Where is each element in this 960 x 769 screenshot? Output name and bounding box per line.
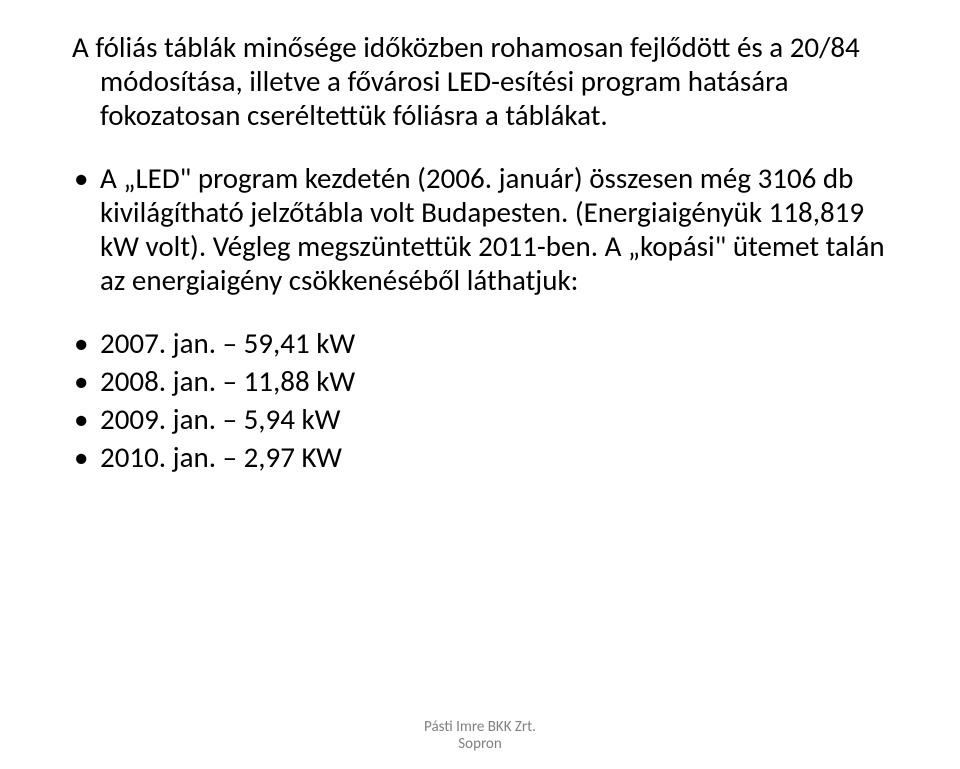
bullet-list: A „LED" program kezdetén (2006. január) … (72, 161, 904, 475)
footer-line1: Pásti Imre BKK Zrt. (0, 719, 960, 736)
slide-footer: Pásti Imre BKK Zrt. Sopron (0, 719, 960, 754)
bullet-item: 2007. jan. – 59,41 kW (72, 326, 904, 360)
bullet-item: A „LED" program kezdetén (2006. január) … (72, 161, 904, 298)
bullet-item: 2008. jan. – 11,88 kW (72, 364, 904, 398)
bullet-item: 2010. jan. – 2,97 KW (72, 440, 904, 474)
bullet-item: 2009. jan. – 5,94 kW (72, 402, 904, 436)
intro-paragraph: A fóliás táblák minősége időközben roham… (72, 30, 904, 133)
slide-body: A fóliás táblák minősége időközben roham… (0, 0, 960, 769)
footer-line2: Sopron (0, 736, 960, 753)
